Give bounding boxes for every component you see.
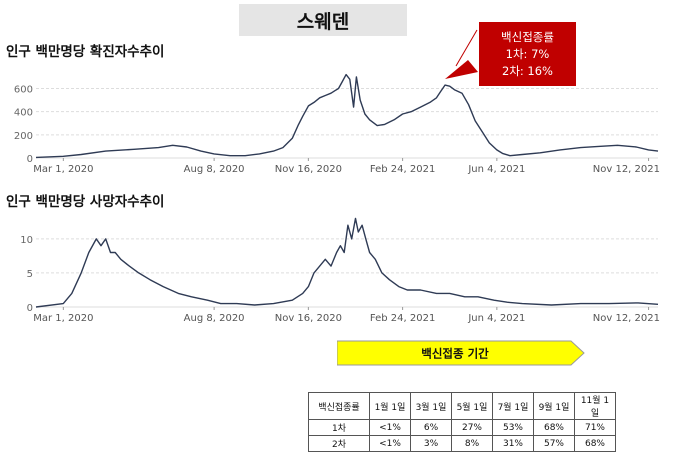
deaths-series-line	[35, 217, 659, 308]
table-cell: 68%	[574, 435, 616, 452]
table-cell: <1%	[369, 435, 411, 452]
y-tick-label: 10	[20, 235, 33, 246]
table-cell: <1%	[369, 419, 411, 436]
table-cell: 1차	[308, 419, 370, 436]
table-header-row: 백신접종률 1월 1일 3월 1일 5월 1일 7월 1일 9월 1일 11월 …	[308, 392, 616, 420]
y-tick-label: 0	[27, 154, 33, 165]
callout-dose2: 2차: 16%	[502, 63, 553, 78]
table-row: 2차 <1% 3% 8% 31% 57% 68%	[308, 435, 616, 452]
y-tick-label: 5	[27, 269, 33, 280]
table-cell: 68%	[533, 419, 575, 436]
table-header-cell: 1월 1일	[369, 392, 411, 420]
table-cell: 71%	[574, 419, 616, 436]
table-cell: 8%	[451, 435, 493, 452]
x-tick-label: Nov 12, 2021	[593, 313, 660, 324]
y-tick-label: 400	[14, 108, 33, 119]
table-header-cell: 3월 1일	[410, 392, 452, 420]
x-tick-label: Aug 8, 2020	[184, 164, 245, 175]
banner-label: 백신접종 기간	[421, 347, 489, 361]
vaccination-period-banner: 백신접종 기간	[337, 340, 585, 366]
x-tick-label: Mar 1, 2020	[33, 164, 93, 175]
x-tick-label: Aug 8, 2020	[184, 313, 245, 324]
x-tick-label: Nov 16, 2020	[275, 164, 342, 175]
x-tick-label: Feb 24, 2021	[370, 164, 435, 175]
table-header-cell: 7월 1일	[492, 392, 534, 420]
callout-title: 백신접종률	[501, 29, 554, 44]
x-tick-label: Mar 1, 2020	[33, 313, 93, 324]
y-tick-label: 200	[14, 131, 33, 142]
table-cell: 57%	[533, 435, 575, 452]
table-header-cell: 5월 1일	[451, 392, 493, 420]
callout-arrow-head	[445, 60, 478, 79]
x-tick-label: Jun 4, 2021	[467, 164, 525, 175]
table-cell: 2차	[308, 435, 370, 452]
y-tick-label: 600	[14, 85, 33, 96]
y-tick-label: 0	[27, 303, 33, 314]
x-tick-label: Nov 16, 2020	[275, 313, 342, 324]
table-row: 1차 <1% 6% 27% 53% 68% 71%	[308, 419, 616, 436]
cases-series-line	[35, 73, 659, 159]
table-header-cell: 11월 1일	[574, 392, 616, 420]
vaccination-callout: 백신접종률 1차: 7% 2차: 16%	[479, 22, 576, 86]
x-tick-label: Nov 12, 2021	[593, 164, 660, 175]
page-title: 스웨덴	[239, 4, 407, 36]
table-cell: 3%	[410, 435, 452, 452]
callout-pointer-line	[455, 29, 478, 67]
table-header-cell: 9월 1일	[533, 392, 575, 420]
vaccination-table: 백신접종률 1월 1일 3월 1일 5월 1일 7월 1일 9월 1일 11월 …	[308, 392, 616, 452]
table-header-cell: 백신접종률	[308, 392, 370, 420]
table-cell: 6%	[410, 419, 452, 436]
x-tick-label: Jun 4, 2021	[467, 313, 525, 324]
table-cell: 27%	[451, 419, 493, 436]
x-tick-label: Feb 24, 2021	[370, 313, 435, 324]
table-cell: 53%	[492, 419, 534, 436]
table-cell: 31%	[492, 435, 534, 452]
callout-dose1: 1차: 7%	[505, 46, 550, 61]
cases-chart-title: 인구 백만명당 확진자수추이	[6, 44, 165, 60]
deaths-chart-title: 인구 백만명당 사망자수추이	[6, 194, 165, 210]
